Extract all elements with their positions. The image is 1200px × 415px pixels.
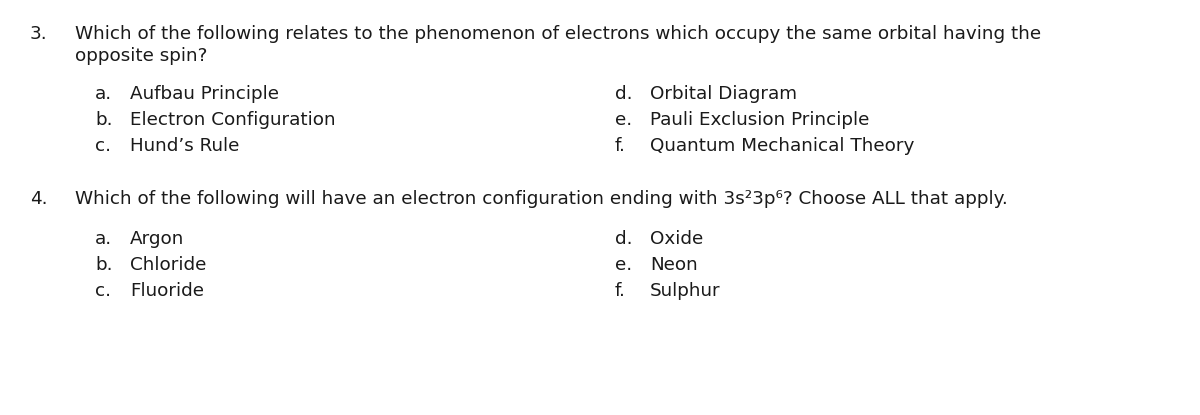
Text: Chloride: Chloride xyxy=(130,256,206,274)
Text: e.: e. xyxy=(616,111,632,129)
Text: b.: b. xyxy=(95,111,113,129)
Text: Aufbau Principle: Aufbau Principle xyxy=(130,85,278,103)
Text: Quantum Mechanical Theory: Quantum Mechanical Theory xyxy=(650,137,914,155)
Text: f.: f. xyxy=(616,282,626,300)
Text: d.: d. xyxy=(616,85,632,103)
Text: Oxide: Oxide xyxy=(650,230,703,248)
Text: Argon: Argon xyxy=(130,230,185,248)
Text: 3.: 3. xyxy=(30,25,48,43)
Text: f.: f. xyxy=(616,137,626,155)
Text: Hund’s Rule: Hund’s Rule xyxy=(130,137,239,155)
Text: a.: a. xyxy=(95,230,112,248)
Text: Electron Configuration: Electron Configuration xyxy=(130,111,336,129)
Text: e.: e. xyxy=(616,256,632,274)
Text: Fluoride: Fluoride xyxy=(130,282,204,300)
Text: c.: c. xyxy=(95,282,112,300)
Text: 4.: 4. xyxy=(30,190,48,208)
Text: b.: b. xyxy=(95,256,113,274)
Text: Neon: Neon xyxy=(650,256,697,274)
Text: Pauli Exclusion Principle: Pauli Exclusion Principle xyxy=(650,111,869,129)
Text: Which of the following relates to the phenomenon of electrons which occupy the s: Which of the following relates to the ph… xyxy=(74,25,1042,43)
Text: c.: c. xyxy=(95,137,112,155)
Text: d.: d. xyxy=(616,230,632,248)
Text: Orbital Diagram: Orbital Diagram xyxy=(650,85,797,103)
Text: Sulphur: Sulphur xyxy=(650,282,721,300)
Text: Which of the following will have an electron configuration ending with 3s²3p⁶? C: Which of the following will have an elec… xyxy=(74,190,1008,208)
Text: opposite spin?: opposite spin? xyxy=(74,47,208,65)
Text: a.: a. xyxy=(95,85,112,103)
